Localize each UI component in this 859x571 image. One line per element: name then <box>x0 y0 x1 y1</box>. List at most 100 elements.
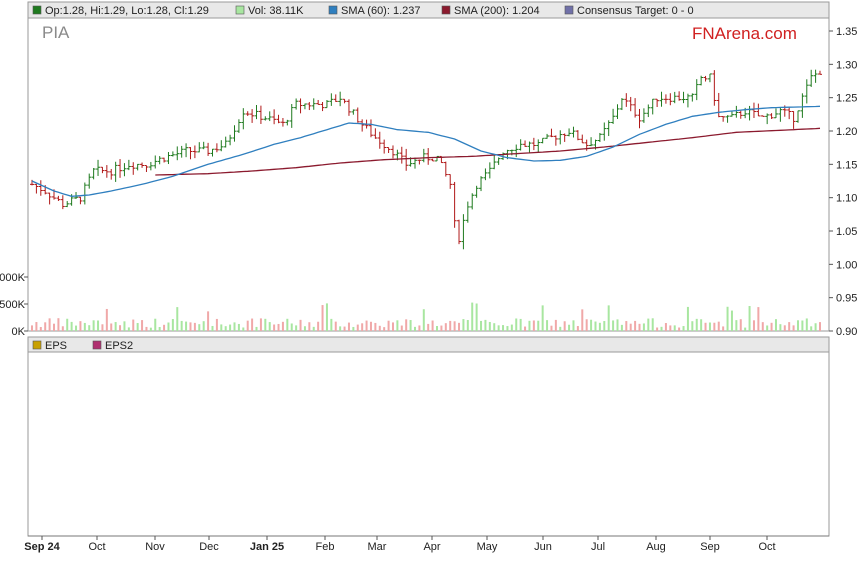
date-tick-label: Feb <box>316 541 335 553</box>
volume-bar <box>819 322 821 331</box>
volume-bar <box>185 321 188 331</box>
volume-bar <box>176 307 179 331</box>
volume-axis: 0K 500K 1000K <box>0 272 28 338</box>
volume-bar <box>277 323 280 331</box>
volume-bar <box>356 324 359 331</box>
volume-bar <box>735 320 738 331</box>
volume-bar <box>554 319 557 331</box>
volume-bar <box>400 325 403 331</box>
volume-bar <box>810 326 813 331</box>
volume-bar <box>215 318 218 331</box>
eps-legend-swatch <box>92 340 102 350</box>
volume-bar <box>101 324 104 331</box>
volume-bar <box>502 325 505 331</box>
volume-bar <box>48 318 51 331</box>
volume-bar <box>532 320 535 331</box>
sma60-line <box>31 105 821 197</box>
date-tick-label: Jan 25 <box>250 541 284 553</box>
volume-bar <box>647 318 650 331</box>
price-tick-label: 0.95 <box>836 293 857 305</box>
volume-bar <box>506 326 509 331</box>
volume-bar <box>325 303 328 331</box>
volume-bar <box>634 320 637 331</box>
volume-bar <box>678 327 681 331</box>
volume-bar <box>475 303 478 331</box>
volume-bar <box>616 319 619 331</box>
volume-bar <box>365 320 368 331</box>
volume-bar <box>35 322 38 331</box>
volume-bar <box>70 321 73 331</box>
volume-bar <box>105 308 108 331</box>
volume-bar <box>255 326 258 331</box>
volume-bar <box>422 309 425 331</box>
volume-bar <box>39 327 42 331</box>
volume-bar <box>559 326 562 331</box>
volume-bar <box>220 324 223 331</box>
eps-legend-label: EPS2 <box>105 340 133 352</box>
volume-bar <box>343 326 346 331</box>
volume-bar <box>510 324 513 331</box>
volume-bar <box>180 320 183 331</box>
volume-bar <box>717 321 720 331</box>
volume-bar <box>752 320 755 331</box>
volume-bar <box>682 326 685 331</box>
volume-bar <box>418 325 421 331</box>
legend-swatch <box>235 5 245 15</box>
volume-bar <box>330 318 333 331</box>
volume-bar <box>66 318 69 331</box>
volume-bar <box>347 322 350 331</box>
volume-bar <box>801 320 804 331</box>
date-tick-label: Dec <box>199 541 219 553</box>
volume-bar <box>251 318 254 331</box>
volume-bar <box>700 319 703 331</box>
volume-bar <box>660 326 663 331</box>
volume-tick-label: 0K <box>12 326 26 338</box>
volume-bar <box>814 323 817 331</box>
volume-bar <box>722 326 725 331</box>
volume-bar <box>603 321 606 331</box>
volume-bar <box>427 323 430 331</box>
volume-bar <box>669 325 672 331</box>
volume-bar <box>488 321 491 331</box>
volume-bar <box>788 322 791 331</box>
volume-bar <box>497 325 500 331</box>
volume-bar <box>783 325 786 331</box>
volume-bar <box>193 322 196 331</box>
volume-bar <box>299 319 302 331</box>
volume-bar <box>75 325 78 331</box>
volume-bar <box>774 319 777 331</box>
volume-bar <box>576 326 579 331</box>
volume-bar <box>92 320 95 331</box>
legend-bar <box>27 1 830 19</box>
volume-bar <box>629 323 632 331</box>
volume-bar <box>119 325 122 331</box>
volume-bar <box>453 321 456 331</box>
volume-bar <box>339 326 342 331</box>
volume-bar <box>493 323 496 331</box>
price-axis: 0.90 0.95 1.00 1.05 1.10 1.15 1.20 1.25 1.30 1.35 <box>829 26 857 338</box>
volume-bar <box>57 318 60 331</box>
volume-bar <box>44 322 47 331</box>
volume-bar <box>132 319 135 331</box>
volume-tick-label: 500K <box>0 299 26 311</box>
price-tick-label: 1.20 <box>836 126 857 138</box>
volume-bar <box>369 321 372 331</box>
volume-bar <box>779 324 782 331</box>
volume-bars <box>31 302 821 331</box>
date-tick-label: Mar <box>368 541 387 553</box>
volume-bar <box>97 320 100 331</box>
date-tick-label: Aug <box>646 541 666 553</box>
volume-bar <box>141 320 144 331</box>
volume-bar <box>295 325 298 331</box>
volume-bar <box>730 310 733 331</box>
volume-bar <box>598 322 601 331</box>
volume-bar <box>466 320 469 331</box>
candles <box>30 69 822 250</box>
volume-bar <box>726 306 729 331</box>
volume-bar <box>229 324 232 331</box>
volume-bar <box>524 326 527 331</box>
volume-bar <box>563 321 566 331</box>
volume-bar <box>484 319 487 331</box>
volume-bar <box>739 319 742 331</box>
